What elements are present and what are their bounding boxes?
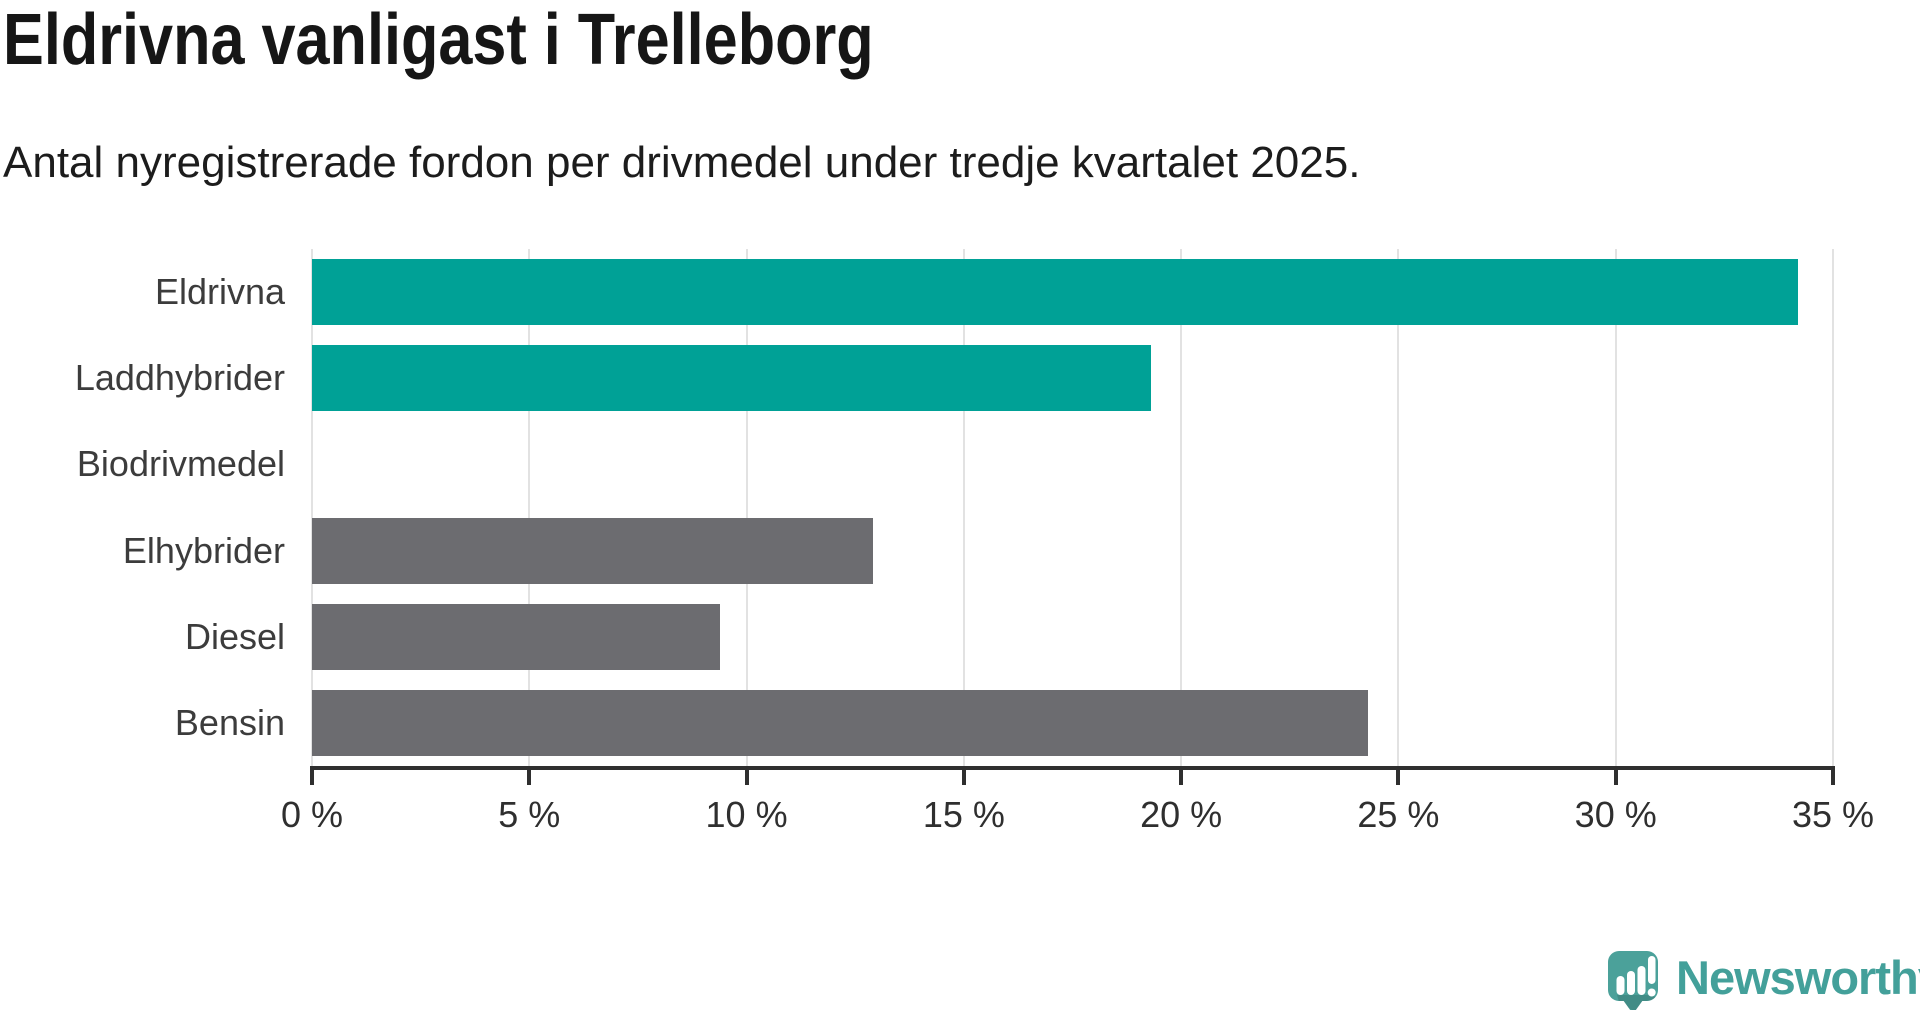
y-label-bensin: Bensin (174, 702, 285, 743)
gridline-10 (745, 249, 748, 766)
x-axis-tick-20 (1179, 766, 1184, 785)
bar-elhybrider (312, 517, 873, 584)
y-label-diesel: Diesel (184, 615, 285, 657)
x-axis-tick-25 (1396, 766, 1401, 785)
x-tick-label-5: 5 % (498, 794, 561, 835)
x-axis-tick-30 (1613, 766, 1618, 785)
x-axis-tick-35 (1831, 766, 1835, 785)
x-axis-tick-5 (527, 766, 532, 785)
bar-eldrivna (312, 259, 1799, 325)
y-label-laddhybrider: Laddhybrider (74, 357, 285, 399)
y-axis-labels: Eldrivna Laddhybrider Biodrivmedel Elhybrid… (0, 249, 285, 766)
x-tick-label-20: 20 % (1140, 794, 1223, 835)
y-label-eldrivna: Eldrivna (154, 271, 285, 312)
gridline-5 (528, 249, 531, 766)
gridline-15 (962, 249, 965, 766)
plot-area: 0 % 5 % 10 % 15 % 20 % 25 % 30 % 35 % (281, 249, 1874, 835)
gridline-35 (1832, 249, 1834, 766)
newsworthy-logo-text: Newsworthy (1676, 951, 1920, 1004)
x-tick-label-0: 0 % (280, 794, 344, 835)
newsworthy-pin-icon (1608, 951, 1658, 1010)
x-tick-label-15: 15 % (922, 794, 1005, 835)
newsworthy-logo[interactable]: Newsworthy (1607, 950, 1920, 1010)
gridline-30 (1614, 249, 1617, 766)
gridline-0 (311, 249, 313, 766)
y-label-biodrivmedel: Biodrivmedel (76, 443, 285, 485)
x-tick-label-10: 10 % (705, 794, 788, 835)
x-axis-tick-0 (310, 766, 314, 785)
x-axis-tick-15 (961, 766, 966, 785)
bar-laddhybrider (312, 345, 1151, 412)
chart-title: Eldrivna vanligast i Trelleborg (3, 0, 874, 80)
x-tick-label-30: 30 % (1574, 794, 1657, 835)
bar-bensin (312, 690, 1368, 756)
chart-subtitle: Antal nyregistrerade fordon per drivmede… (3, 138, 1361, 187)
gridline-25 (1397, 249, 1400, 766)
y-label-elhybrider: Elhybrider (122, 529, 285, 571)
x-tick-label-35: 35 % (1791, 794, 1875, 835)
x-axis-tick-10 (744, 766, 749, 785)
x-tick-label-25: 25 % (1357, 794, 1440, 835)
gridline-20 (1180, 249, 1183, 766)
bar-diesel (312, 603, 721, 670)
